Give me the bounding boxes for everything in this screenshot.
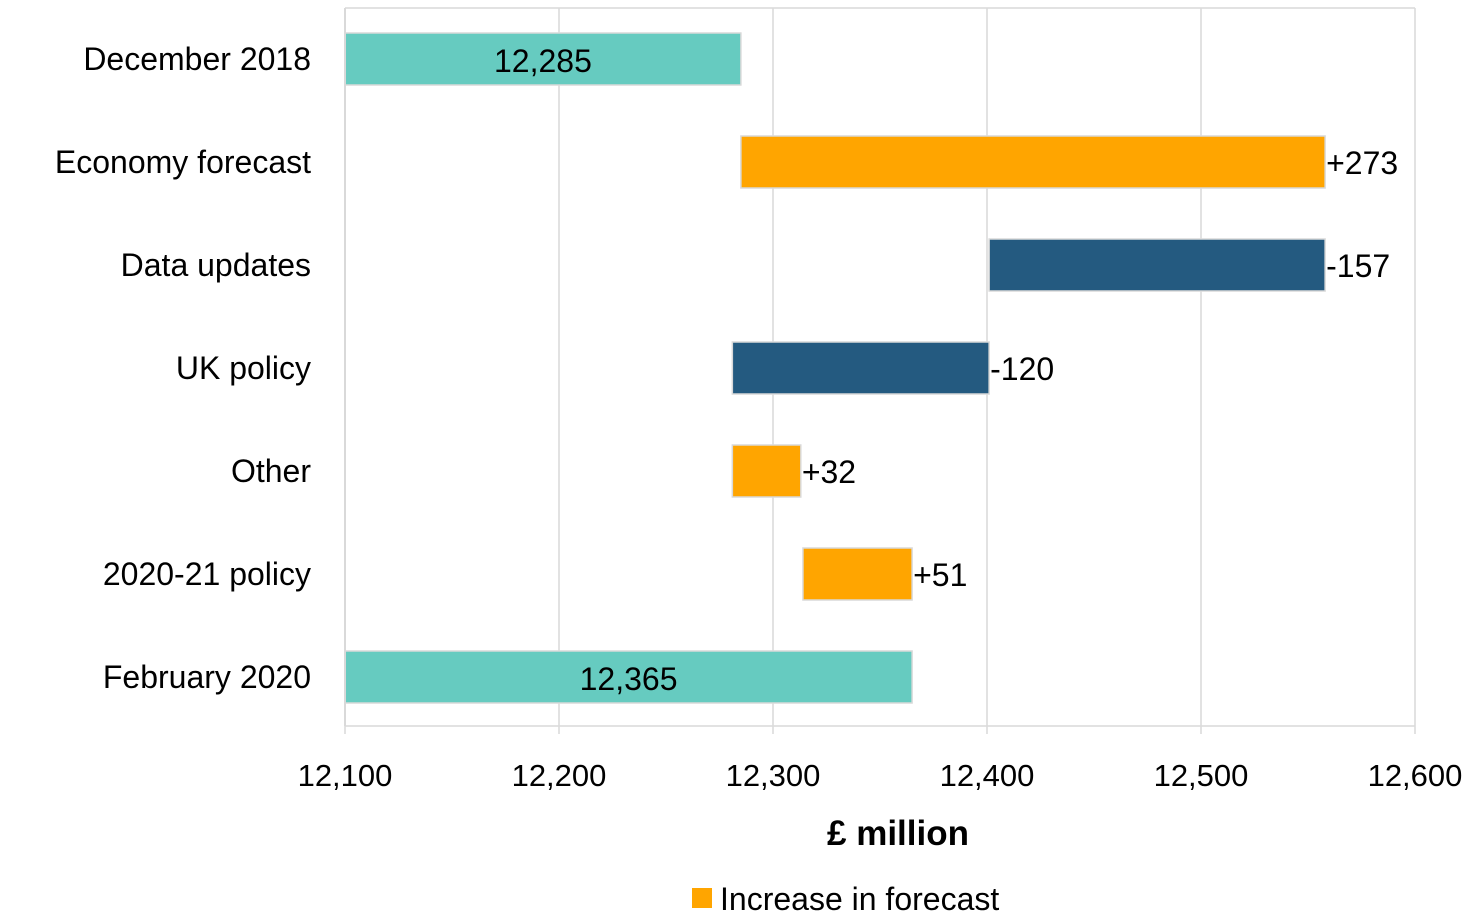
data-label-february-2020: 12,365 xyxy=(580,661,678,697)
x-tick-label-12500: 12,500 xyxy=(1154,758,1249,793)
data-label-data-updates: -157 xyxy=(1326,248,1390,284)
data-label-december-2018: 12,285 xyxy=(494,43,592,79)
category-label-economy-forecast: Economy forecast xyxy=(55,144,311,180)
category-label-uk-policy: UK policy xyxy=(176,350,311,386)
legend-label-increase: Increase in forecast xyxy=(720,881,999,917)
x-axis-title: £ million xyxy=(827,814,969,853)
x-tick-label-12300: 12,300 xyxy=(726,758,821,793)
bar-december-2018 xyxy=(344,32,742,86)
x-tick-label-12200: 12,200 xyxy=(512,758,607,793)
data-label-other: +32 xyxy=(802,454,856,490)
legend-swatch-increase xyxy=(692,888,712,908)
category-label-2020-21-policy: 2020-21 policy xyxy=(103,556,311,592)
bar-2020-21-policy xyxy=(802,547,913,601)
data-label-uk-policy: -120 xyxy=(990,351,1054,387)
legend: Increase in forecast xyxy=(692,881,999,917)
category-label-december-2018: December 2018 xyxy=(83,41,311,77)
bar-data-updates xyxy=(988,238,1326,292)
bar-other xyxy=(731,444,802,498)
bar-uk-policy xyxy=(731,341,990,395)
category-label-february-2020: February 2020 xyxy=(103,659,311,695)
x-tick-label-12100: 12,100 xyxy=(298,758,393,793)
bar-economy-forecast xyxy=(740,135,1326,189)
data-label-2020-21-policy: +51 xyxy=(913,557,967,593)
labels: December 2018 12,285 Economy forecast +273 D… xyxy=(55,41,1398,697)
x-tick-label-12600: 12,600 xyxy=(1368,758,1463,793)
x-tick-label-12400: 12,400 xyxy=(940,758,1035,793)
bars xyxy=(344,32,1326,704)
data-label-economy-forecast: +273 xyxy=(1326,145,1398,181)
axes: 12,100 12,200 12,300 12,400 12,500 12,600 xyxy=(298,7,1463,793)
category-label-other: Other xyxy=(231,453,311,489)
category-label-data-updates: Data updates xyxy=(121,247,311,283)
